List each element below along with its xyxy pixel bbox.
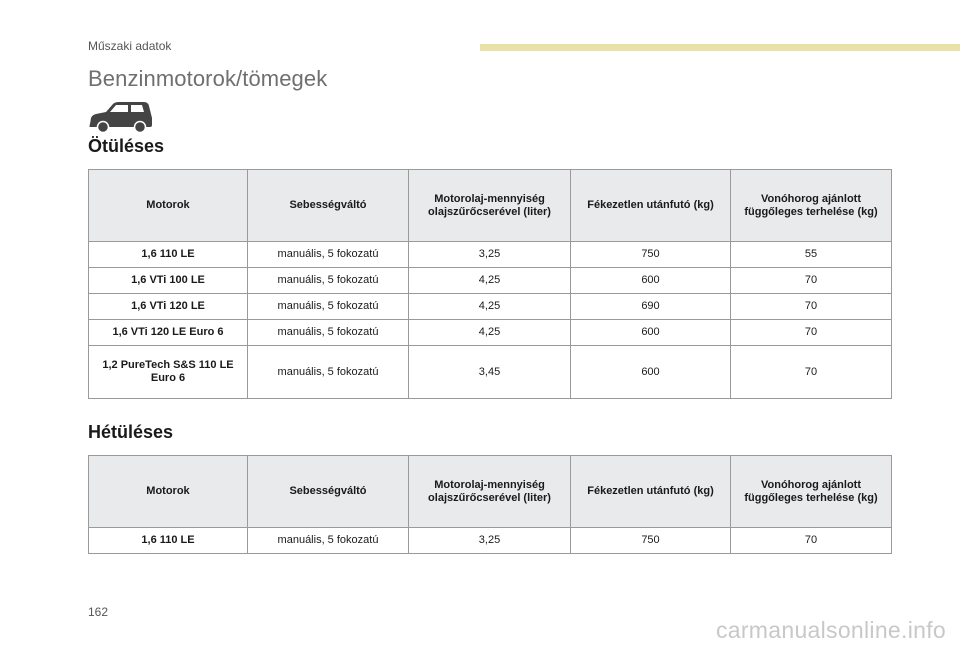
table-cell: 600 — [570, 319, 731, 346]
page-title: Benzinmotorok/tömegek — [88, 66, 328, 91]
table-cell: 690 — [570, 293, 731, 320]
column-header: Vonóhorog ajánlott függőleges terhelése … — [730, 169, 892, 242]
engine-cell: 1,2 PureTech S&S 110 LE Euro 6 — [88, 345, 248, 399]
car-icon — [89, 102, 152, 134]
table-cell: 4,25 — [408, 267, 571, 294]
table-cell: manuális, 5 fokozatú — [247, 319, 409, 346]
table-row: 1,6 VTi 100 LE manuális, 5 fokozatú 4,25… — [88, 267, 892, 294]
column-header: Motorok — [88, 169, 248, 242]
engine-cell: 1,6 110 LE — [88, 241, 248, 268]
table-cell: 3,25 — [408, 241, 571, 268]
table-cell: 750 — [570, 527, 731, 554]
section-heading-seven-seat: Hétüléses — [88, 422, 174, 442]
table-cell: manuális, 5 fokozatú — [247, 345, 409, 399]
engine-cell: 1,6 VTi 100 LE — [88, 267, 248, 294]
table-cell: manuális, 5 fokozatú — [247, 267, 409, 294]
column-header: Motorolaj-mennyiség olajszűrőcserével (l… — [408, 455, 571, 528]
column-header: Fékezetlen utánfutó (kg) — [570, 169, 731, 242]
table-row: 1,2 PureTech S&S 110 LE Euro 6 manuális,… — [88, 345, 892, 399]
table-row: 1,6 110 LE manuális, 5 fokozatú 3,25 750… — [88, 527, 892, 554]
table-header-row: Motorok Sebességváltó Motorolaj-mennyisé… — [88, 455, 892, 528]
accent-bar — [480, 44, 960, 51]
table-cell: 4,25 — [408, 319, 571, 346]
table-cell: 70 — [730, 293, 892, 320]
section-heading-five-seat: Ötüléses — [88, 136, 165, 156]
table-row: 1,6 110 LE manuális, 5 fokozatú 3,25 750… — [88, 241, 892, 268]
table-cell: manuális, 5 fokozatú — [247, 527, 409, 554]
table-cell: 3,45 — [408, 345, 571, 399]
table-cell: 55 — [730, 241, 892, 268]
column-header: Sebességváltó — [247, 169, 409, 242]
column-header: Vonóhorog ajánlott függőleges terhelése … — [730, 455, 892, 528]
table-cell: 600 — [570, 267, 731, 294]
engine-cell: 1,6 110 LE — [88, 527, 248, 554]
column-header: Motorok — [88, 455, 248, 528]
engine-cell: 1,6 VTi 120 LE Euro 6 — [88, 319, 248, 346]
column-header: Motorolaj-mennyiség olajszűrőcserével (l… — [408, 169, 571, 242]
five-seat-table: Motorok Sebességváltó Motorolaj-mennyisé… — [88, 169, 892, 399]
page-number: 162 — [88, 605, 109, 619]
table-cell: 3,25 — [408, 527, 571, 554]
table-cell: 750 — [570, 241, 731, 268]
table-cell: 4,25 — [408, 293, 571, 320]
table-cell: manuális, 5 fokozatú — [247, 241, 409, 268]
table-cell: 70 — [730, 345, 892, 399]
column-header: Sebességváltó — [247, 455, 409, 528]
table-row: 1,6 VTi 120 LE Euro 6 manuális, 5 fokoza… — [88, 319, 892, 346]
table-cell: manuális, 5 fokozatú — [247, 293, 409, 320]
table-cell: 70 — [730, 527, 892, 554]
table-cell: 70 — [730, 319, 892, 346]
table-cell: 70 — [730, 267, 892, 294]
seven-seat-table: Motorok Sebességváltó Motorolaj-mennyisé… — [88, 455, 892, 554]
table-cell: 600 — [570, 345, 731, 399]
table-header-row: Motorok Sebességváltó Motorolaj-mennyisé… — [88, 169, 892, 242]
section-label: Műszaki adatok — [88, 39, 172, 53]
table-row: 1,6 VTi 120 LE manuális, 5 fokozatú 4,25… — [88, 293, 892, 320]
watermark: carmanualsonline.info — [715, 617, 946, 643]
column-header: Fékezetlen utánfutó (kg) — [570, 455, 731, 528]
engine-cell: 1,6 VTi 120 LE — [88, 293, 248, 320]
